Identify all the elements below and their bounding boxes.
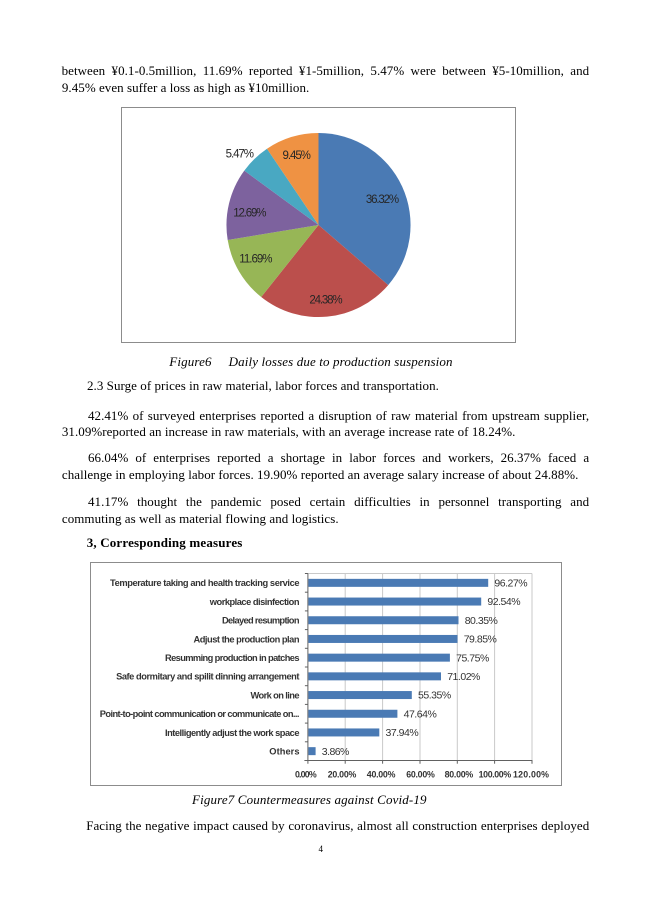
svg-text:71.02%: 71.02% <box>447 671 480 683</box>
svg-text:0.00%: 0.00% <box>294 770 316 780</box>
svg-text:79.85%: 79.85% <box>463 634 496 646</box>
svg-text:40.00%: 40.00% <box>366 770 395 780</box>
svg-text:80.00%: 80.00% <box>444 770 473 780</box>
svg-text:Others: Others <box>269 746 299 756</box>
svg-text:37.94%: 37.94% <box>385 727 418 739</box>
svg-text:Resumming production in patche: Resumming production in patches <box>165 653 300 663</box>
svg-text:36.32%: 36.32% <box>366 194 399 206</box>
svg-text:55.35%: 55.35% <box>418 690 451 702</box>
svg-text:60.00%: 60.00% <box>406 770 435 780</box>
svg-text:Intelligently adjust the work: Intelligently adjust the work space <box>165 728 300 738</box>
svg-text:12.69%: 12.69% <box>233 208 266 220</box>
svg-text:80.35%: 80.35% <box>464 615 497 627</box>
svg-text:5.47%: 5.47% <box>226 149 254 161</box>
svg-text:100.00%: 100.00% <box>478 770 511 780</box>
svg-text:Delayed resumption: Delayed resumption <box>222 616 300 626</box>
svg-text:Adjust the production plan: Adjust the production plan <box>193 634 299 644</box>
svg-text:9.45%: 9.45% <box>283 150 311 162</box>
svg-text:47.64%: 47.64% <box>403 708 436 720</box>
svg-text:120.00%: 120.00% <box>513 770 549 780</box>
svg-text:Work on line: Work on line <box>250 690 299 700</box>
svg-text:Point-to-point communication o: Point-to-point communication or communic… <box>99 709 299 719</box>
svg-text:3.86%: 3.86% <box>321 746 349 758</box>
svg-text:Safe dormitary and spilit dinn: Safe dormitary and spilit dinning arrang… <box>116 672 299 682</box>
svg-text:11.69%: 11.69% <box>239 253 272 265</box>
svg-text:92.54%: 92.54% <box>487 596 520 608</box>
svg-text:96.27%: 96.27% <box>494 577 527 589</box>
svg-text:Temperature taking and health: Temperature taking and health tracking s… <box>110 578 300 588</box>
svg-text:workplace disinfection: workplace disinfection <box>208 597 299 607</box>
svg-text:24.38%: 24.38% <box>309 294 342 306</box>
svg-text:75.75%: 75.75% <box>456 652 489 664</box>
svg-text:20.00%: 20.00% <box>327 770 356 780</box>
